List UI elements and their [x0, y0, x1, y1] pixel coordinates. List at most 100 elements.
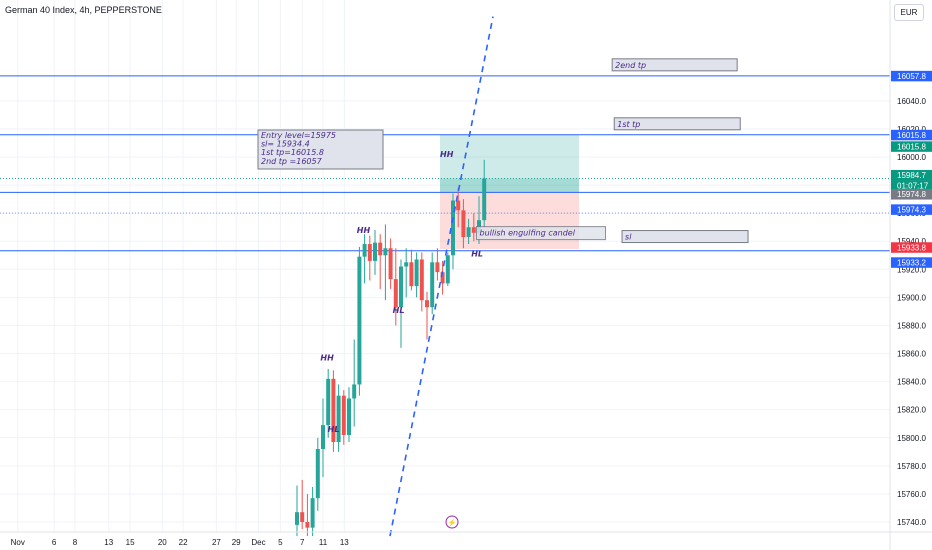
candle-body[interactable] — [341, 395, 346, 435]
price-tag[interactable] — [891, 141, 932, 152]
info-box[interactable] — [257, 129, 384, 170]
candle-body[interactable] — [367, 244, 372, 261]
price-axis — [890, 0, 932, 550]
trendline[interactable] — [389, 16, 494, 537]
swing-label: HL — [328, 425, 340, 434]
profit-fill — [440, 178, 579, 193]
info-box-line: sl= 15934.4 — [261, 140, 310, 149]
candle-body[interactable] — [373, 242, 377, 261]
y-tick-label: 15880.0 — [897, 321, 926, 330]
annotation-box — [476, 226, 607, 241]
price-tag-text: 15933.8 — [897, 243, 926, 252]
info-box-line: Entry level=15975 — [261, 131, 336, 140]
price-tag-text: 15984.7 — [897, 171, 926, 180]
annotation-label: bullish engulfing candel — [480, 229, 576, 238]
price-tag[interactable] — [891, 70, 932, 82]
label-box[interactable] — [611, 58, 738, 72]
price-tag-text: 15974.8 — [897, 190, 926, 199]
label-box[interactable] — [613, 117, 741, 131]
candle-body[interactable] — [461, 210, 466, 238]
y-tick-label: 15820.0 — [897, 406, 926, 415]
candle-body[interactable] — [399, 266, 403, 308]
candle-body[interactable] — [352, 384, 357, 399]
candle-body[interactable] — [414, 259, 419, 287]
x-tick-label: 13 — [340, 538, 349, 547]
price-tag[interactable] — [891, 242, 932, 253]
candle-body[interactable] — [440, 272, 445, 284]
candle-body[interactable] — [451, 200, 455, 256]
label-box-text: 2end tp — [615, 61, 646, 70]
price-tag-text: 15974.3 — [897, 205, 926, 214]
swing-label: HH — [440, 150, 454, 159]
candle-body[interactable] — [310, 498, 315, 528]
candle-body[interactable] — [466, 227, 471, 238]
x-tick-label: Dec — [251, 538, 265, 547]
candle-body[interactable] — [419, 259, 424, 301]
candle-body[interactable] — [326, 378, 331, 426]
candle-body[interactable] — [383, 248, 388, 256]
candle-body[interactable] — [445, 255, 450, 284]
candle-body[interactable] — [388, 248, 393, 280]
y-tick-label: 15800.0 — [897, 434, 926, 443]
x-tick-label: 29 — [232, 538, 241, 547]
candle-body[interactable] — [378, 242, 383, 256]
y-tick-label: 15860.0 — [897, 350, 926, 359]
y-tick-label: 15780.0 — [897, 462, 926, 471]
candle-body[interactable] — [321, 425, 325, 450]
price-tag[interactable] — [891, 169, 932, 181]
stop-loss-zone — [440, 192, 579, 250]
label-box-text: sl — [625, 233, 632, 242]
y-tick-label: 16040.0 — [897, 97, 926, 106]
candle-body[interactable] — [300, 512, 305, 523]
x-tick-label: 13 — [104, 538, 113, 547]
price-tag[interactable] — [891, 257, 932, 268]
candle-body[interactable] — [295, 512, 299, 525]
price-tag-text: 16015.8 — [897, 131, 926, 140]
price-tag-text: 16057.8 — [897, 72, 926, 81]
lightning-icon[interactable] — [445, 515, 459, 529]
candle-body[interactable] — [357, 256, 362, 385]
price-tag[interactable] — [891, 129, 932, 141]
candle-body[interactable] — [471, 227, 476, 233]
price-tag[interactable] — [891, 189, 932, 200]
x-tick-label: 7 — [300, 538, 305, 547]
currency-selector[interactable]: EUR — [894, 4, 924, 21]
candle-body[interactable] — [336, 395, 341, 443]
candle-body[interactable] — [393, 279, 398, 308]
y-tick-label: 15840.0 — [897, 378, 926, 387]
x-tick-label: 27 — [212, 538, 221, 547]
candle-body[interactable] — [409, 262, 414, 287]
price-tag[interactable] — [891, 180, 932, 191]
candle-body[interactable] — [435, 262, 440, 273]
price-tag-text: 01:07:17 — [897, 181, 929, 190]
candle-body[interactable] — [305, 522, 310, 528]
info-box-line: 1st tp=16015.8 — [261, 148, 324, 157]
label-box-text: 1st tp — [617, 120, 640, 129]
candle-body[interactable] — [362, 244, 367, 257]
candle-body[interactable] — [331, 378, 336, 443]
y-tick-label: 15740.0 — [897, 518, 926, 527]
x-tick-label: 20 — [158, 538, 167, 547]
chart-title: German 40 Index, 4h, PEPPERSTONE — [5, 5, 162, 15]
x-tick-label: 8 — [73, 538, 78, 547]
price-tag-text: 16015.8 — [897, 142, 926, 151]
candle-body[interactable] — [456, 200, 461, 211]
y-tick-label: 16000.0 — [897, 153, 926, 162]
x-tick-label: Nov — [11, 538, 25, 547]
label-box[interactable] — [621, 230, 749, 244]
candle-body[interactable] — [430, 262, 435, 308]
swing-label: HH — [320, 354, 334, 363]
candle-body[interactable] — [425, 300, 429, 308]
candle-body[interactable] — [315, 449, 320, 499]
candle-body[interactable] — [482, 178, 487, 221]
y-tick-label: 15760.0 — [897, 490, 926, 499]
lightning-glyph: ⚡ — [448, 518, 457, 527]
candle-body[interactable] — [404, 262, 409, 267]
price-tag[interactable] — [891, 204, 932, 215]
info-box-line: 2nd tp =16057 — [261, 157, 323, 166]
x-tick-label: 11 — [319, 538, 328, 547]
swing-label: HL — [393, 306, 405, 315]
x-tick-label: 5 — [278, 538, 283, 547]
candle-body[interactable] — [347, 398, 351, 435]
